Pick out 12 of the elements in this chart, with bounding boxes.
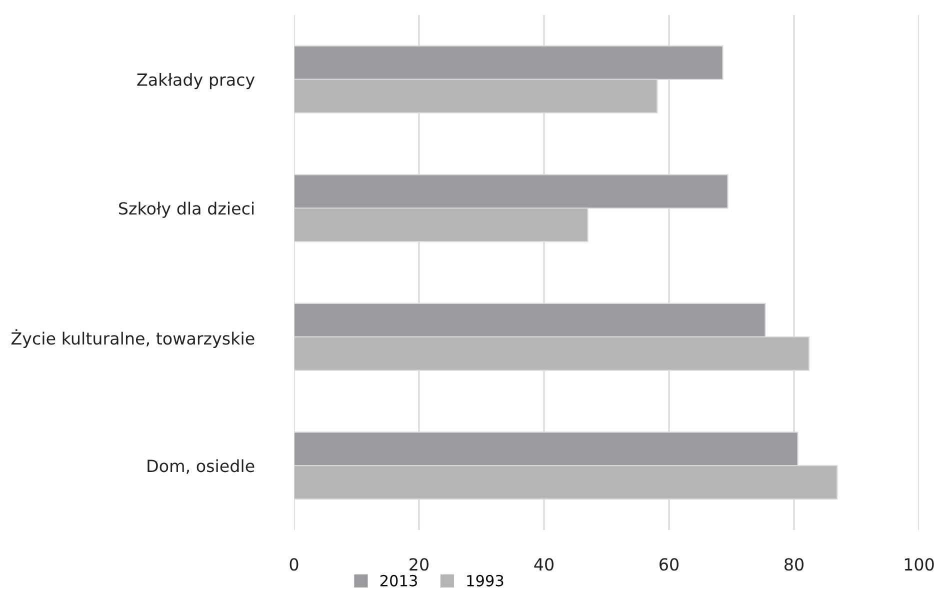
y-tick-label: Zakłady pracy: [137, 73, 255, 90]
y-tick-label: Szkoły dla dzieci: [119, 202, 254, 218]
y-tick-label: Dom, osiedle: [148, 459, 254, 474]
x-tick-label: 40: [534, 558, 554, 571]
y-tick-label: Życie kulturalne, towarzyskie: [11, 329, 254, 348]
x-tick-label: 80: [784, 558, 804, 571]
x-tick-label: 100: [904, 558, 934, 571]
x-tick-label: 20: [410, 558, 428, 571]
x-tick-label: 60: [660, 558, 678, 571]
x-tick-label: 0: [290, 558, 298, 571]
legend-label: 1993: [467, 574, 504, 586]
legend-label: 2013: [380, 574, 417, 586]
